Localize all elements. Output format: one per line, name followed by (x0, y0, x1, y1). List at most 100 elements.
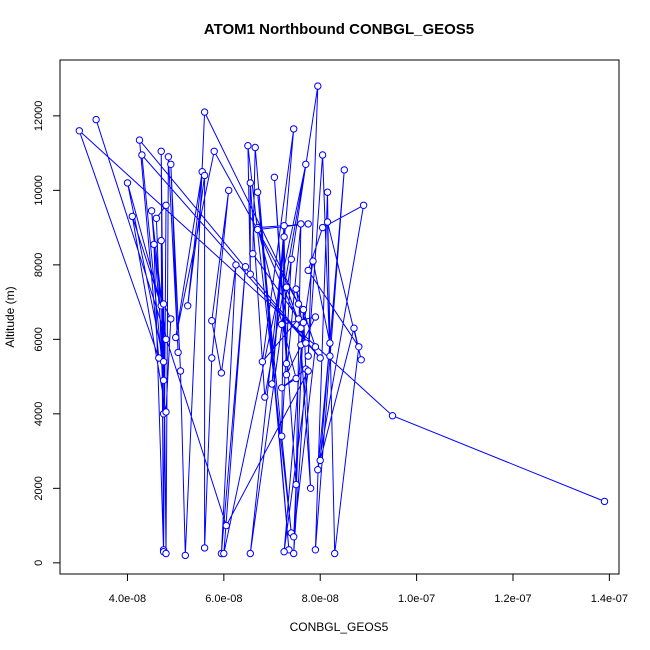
data-point (157, 236, 165, 245)
data-point (323, 218, 332, 226)
data-point (359, 201, 368, 210)
data-point (311, 313, 320, 321)
data-point (290, 125, 298, 133)
data-point (314, 82, 322, 90)
data-point (150, 240, 158, 249)
data-point (323, 188, 332, 196)
data-point (350, 324, 358, 332)
y-tick-label: 8000 (33, 253, 45, 277)
data-point (280, 222, 288, 230)
data-point (304, 266, 312, 275)
x-tick-label: 6.0e-08 (205, 593, 242, 605)
data-point (304, 367, 312, 375)
data-point (217, 369, 226, 377)
data-point (316, 354, 324, 362)
data-point (318, 223, 327, 232)
data-point (278, 320, 286, 329)
data-point (200, 171, 209, 180)
data-point (292, 374, 300, 383)
x-axis-label: CONBGL_GEOS5 (290, 620, 389, 634)
data-point (294, 300, 303, 308)
data-point (155, 354, 163, 362)
data-point (282, 371, 291, 379)
x-tick-label: 4.0e-08 (109, 593, 146, 605)
y-axis-label: Altitude (m) (3, 286, 17, 347)
data-point (340, 166, 348, 174)
data-point (287, 255, 295, 263)
y-tick-label: 6000 (33, 327, 45, 351)
data-point (258, 358, 267, 366)
data-point (316, 456, 324, 465)
data-point (128, 212, 137, 221)
data-point (75, 127, 84, 135)
data-point (280, 548, 288, 556)
x-tick-label: 1.2e-07 (494, 593, 531, 605)
data-point (147, 207, 156, 215)
data-point (172, 333, 180, 342)
data-point (138, 151, 146, 159)
data-point (311, 343, 320, 351)
data-point (302, 160, 310, 169)
y-tick-label: 0 (33, 560, 45, 566)
data-point (299, 305, 308, 314)
data-point (304, 352, 312, 360)
data-point (210, 147, 218, 156)
data-point (162, 408, 170, 416)
data-point (282, 283, 291, 291)
data-point (282, 359, 291, 368)
data-point (278, 384, 286, 392)
data-point (292, 285, 300, 293)
data-point (208, 354, 216, 362)
data-point (162, 335, 170, 343)
data-point (290, 549, 298, 558)
data-point (167, 160, 175, 169)
data-point (200, 108, 209, 116)
data-point (270, 173, 279, 182)
data-point (159, 358, 168, 366)
data-point (304, 220, 312, 228)
y-axis: 0 2000 4000 6000 8000 10000 12000 (33, 101, 61, 566)
data-point (318, 151, 327, 159)
data-point (294, 315, 303, 323)
data-point (176, 367, 185, 375)
data-point (157, 147, 165, 156)
data-point (331, 549, 339, 558)
chart-title: ATOM1 Northbound CONBGL_GEOS5 (204, 21, 474, 38)
data-point (299, 318, 308, 327)
data-point (280, 233, 288, 241)
data-point (600, 497, 609, 506)
data-point (244, 142, 252, 150)
data-point (253, 225, 262, 234)
data-point (152, 214, 161, 223)
data-point (246, 179, 255, 187)
data-point (297, 220, 305, 228)
data-point (162, 201, 170, 210)
data-point (232, 261, 240, 269)
data-point (200, 544, 209, 552)
data-point (290, 533, 298, 541)
data-point (92, 115, 100, 124)
data-point (174, 348, 182, 357)
data-point (309, 257, 317, 265)
data-point (220, 549, 228, 558)
x-tick-label: 8.0e-08 (302, 593, 339, 605)
data-point (278, 432, 286, 440)
y-tick-label: 4000 (33, 402, 45, 426)
data-point (249, 250, 257, 258)
data-point (208, 317, 216, 325)
x-tick-label: 1.0e-07 (398, 593, 435, 605)
data-point (268, 380, 276, 388)
data-point (306, 484, 315, 492)
data-point (123, 179, 132, 187)
data-point (241, 263, 250, 271)
x-tick-label: 1.4e-07 (591, 593, 628, 605)
y-tick-label: 2000 (33, 476, 45, 500)
data-point (326, 339, 334, 347)
data-point (251, 143, 259, 152)
data-point (357, 356, 365, 364)
data-point (302, 339, 310, 347)
data-point (261, 393, 269, 401)
data-point (222, 521, 231, 530)
data-point (164, 153, 173, 161)
